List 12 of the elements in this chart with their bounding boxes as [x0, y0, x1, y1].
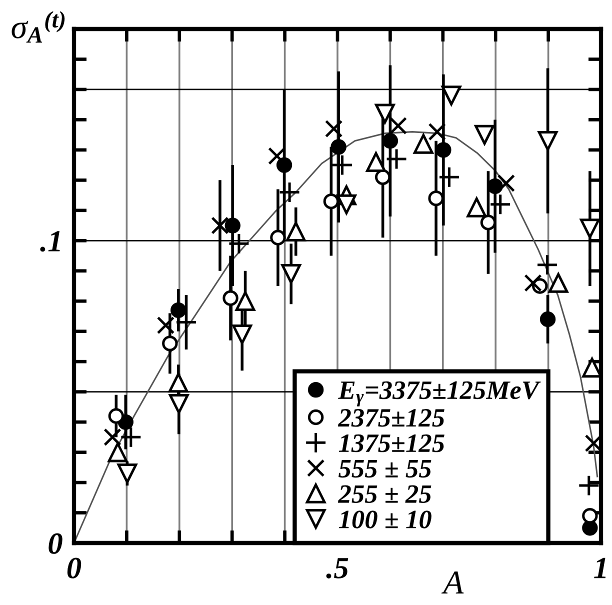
legend-label: E$_{γ}$=3375±125MeV [338, 381, 541, 406]
x-tick-label: 1 [594, 558, 606, 578]
legend-label: 255 ± 25 [338, 485, 432, 503]
legend-label: 2375±125 [338, 409, 444, 427]
legend-label: 555 ± 55 [338, 460, 432, 478]
legend-label: 1375±125 [338, 434, 444, 452]
y-tick-label: .1 [40, 231, 60, 252]
x-tick-label: 0 [67, 558, 82, 578]
x-tick-label: .5 [326, 558, 348, 579]
y-axis-title: σ$_{A}$$^{(t)}$ [12, 11, 65, 43]
legend-label: 100 ± 10 [338, 510, 432, 528]
x-axis-title: A [441, 571, 464, 594]
